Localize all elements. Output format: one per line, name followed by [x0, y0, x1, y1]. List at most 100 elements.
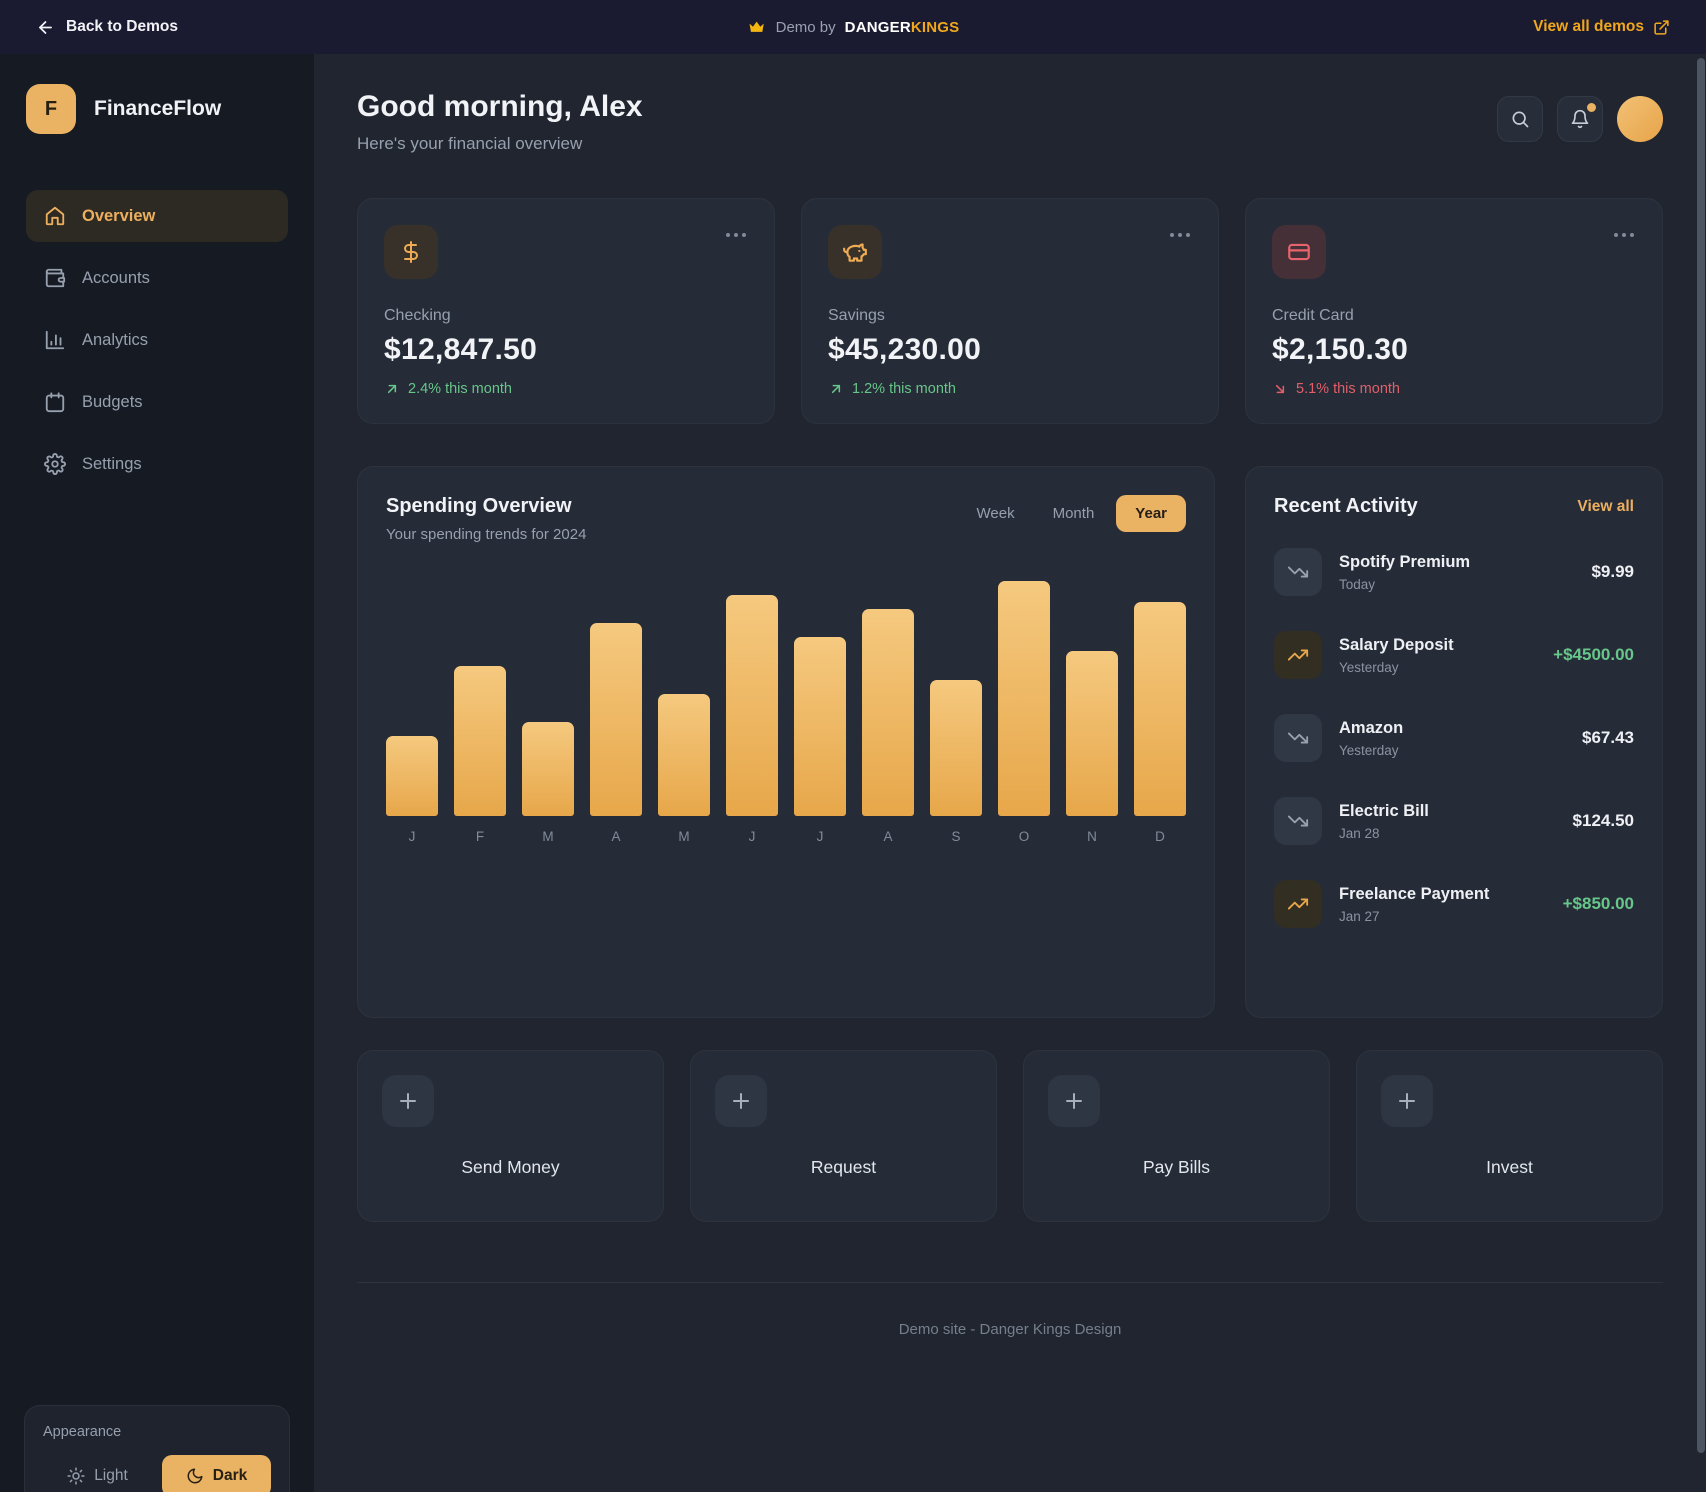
- chart-bar-label: J: [408, 829, 416, 844]
- chart-bar-column: N: [1066, 565, 1118, 845]
- chart-bar: [386, 736, 438, 816]
- credit-card-icon: [1272, 225, 1326, 279]
- transaction-name: Salary Deposit: [1339, 635, 1454, 654]
- activity-item[interactable]: Electric Bill Jan 28 $124.50: [1274, 797, 1634, 845]
- theme-dark-button[interactable]: Dark: [162, 1455, 271, 1492]
- theme-light-button[interactable]: Light: [43, 1455, 152, 1492]
- sidebar-item-overview[interactable]: Overview: [26, 190, 288, 242]
- card-menu-button[interactable]: [1168, 225, 1192, 245]
- chart-bar-label: A: [611, 829, 621, 844]
- chart-bar-label: D: [1155, 829, 1165, 844]
- search-button[interactable]: [1497, 96, 1543, 142]
- transaction-date: Today: [1339, 576, 1376, 592]
- sidebar-item-label: Settings: [82, 454, 142, 473]
- transaction-amount: $67.43: [1582, 728, 1634, 747]
- transaction-date: Yesterday: [1339, 742, 1399, 758]
- account-name: Credit Card: [1272, 307, 1354, 324]
- page-subtitle: Here's your financial overview: [357, 134, 583, 153]
- chart-title: Spending Overview: [386, 495, 572, 517]
- range-month-button[interactable]: Month: [1037, 495, 1111, 532]
- range-year-button[interactable]: Year: [1116, 495, 1186, 532]
- activity-item[interactable]: Freelance Payment Jan 27 +$850.00: [1274, 880, 1634, 928]
- transaction-name: Freelance Payment: [1339, 884, 1490, 903]
- chart-bar-column: J: [726, 565, 778, 845]
- brand-danger: DANGER: [844, 18, 911, 36]
- arrow-down-right-icon: [1272, 381, 1288, 397]
- transaction-trend-icon: [1274, 880, 1322, 928]
- transaction-trend-icon: [1274, 714, 1322, 762]
- back-to-demos-label: Back to Demos: [66, 18, 178, 35]
- back-to-demos-link[interactable]: Back to Demos: [36, 18, 178, 37]
- transaction-trend-icon: [1274, 548, 1322, 596]
- transaction-name: Spotify Premium: [1339, 552, 1471, 571]
- card-menu-button[interactable]: [724, 225, 748, 245]
- send-money-card[interactable]: Send Money: [357, 1050, 664, 1222]
- chart-bar: [794, 637, 846, 816]
- transaction-name: Amazon: [1339, 718, 1404, 737]
- transaction-trend-icon: [1274, 631, 1322, 679]
- transaction-amount: +$850.00: [1562, 894, 1634, 913]
- brand-kings: KINGS: [910, 18, 960, 36]
- trending-down-icon: [1287, 810, 1309, 832]
- chart-subtitle: Your spending trends for 2024: [386, 526, 587, 543]
- sidebar-item-label: Accounts: [82, 268, 150, 287]
- plus-icon: [1381, 1075, 1433, 1127]
- trending-down-icon: [1287, 561, 1309, 583]
- bell-icon: [1570, 109, 1590, 129]
- scrollbar[interactable]: [1696, 54, 1706, 1492]
- chart-bar-column: D: [1134, 565, 1186, 845]
- range-week-button[interactable]: Week: [961, 495, 1031, 532]
- app-logo: F: [26, 84, 76, 134]
- arrow-up-right-icon: [384, 381, 400, 397]
- footer-text: Demo site - Danger Kings Design: [898, 1321, 1122, 1338]
- sidebar-item-label: Analytics: [82, 330, 149, 349]
- transaction-date: Yesterday: [1339, 659, 1399, 675]
- scrollbar-thumb[interactable]: [1697, 58, 1705, 1453]
- chart-bar-column: M: [522, 565, 574, 845]
- sidebar-item-settings[interactable]: Settings: [26, 438, 288, 490]
- chart-bar-column: J: [794, 565, 846, 845]
- activity-item[interactable]: Amazon Yesterday $67.43: [1274, 714, 1634, 762]
- chart-bar-column: J: [386, 565, 438, 845]
- notification-dot: [1587, 103, 1596, 112]
- chart-bar-column: A: [862, 565, 914, 845]
- request-card[interactable]: Request: [690, 1050, 997, 1222]
- appearance-title: Appearance: [43, 1424, 122, 1440]
- transaction-amount: +$4500.00: [1553, 645, 1634, 664]
- action-label: Request: [810, 1157, 877, 1177]
- chart-bar-label: O: [1018, 829, 1030, 844]
- external-link-icon: [1653, 19, 1670, 36]
- trending-down-icon: [1287, 727, 1309, 749]
- transaction-name: Electric Bill: [1339, 801, 1429, 820]
- pay-bills-card[interactable]: Pay Bills: [1023, 1050, 1330, 1222]
- account-balance: $45,230.00: [828, 333, 982, 366]
- notifications-button[interactable]: [1557, 96, 1603, 142]
- theme-dark-label: Dark: [212, 1467, 248, 1484]
- view-all-demos-link[interactable]: View all demos: [1533, 18, 1670, 36]
- activity-item[interactable]: Salary Deposit Yesterday +$4500.00: [1274, 631, 1634, 679]
- demo-brand: Demo by DANGER KINGS: [747, 18, 960, 36]
- avatar[interactable]: [1617, 96, 1663, 142]
- transaction-amount: $124.50: [1572, 811, 1634, 830]
- chart-bar-column: O: [998, 565, 1050, 845]
- sidebar-nav: Overview Accounts Analytics Budgets: [0, 160, 314, 520]
- crown-icon: [747, 18, 767, 36]
- activity-item[interactable]: Spotify Premium Today $9.99: [1274, 548, 1634, 596]
- chart-bar: [590, 623, 642, 816]
- sidebar-item-accounts[interactable]: Accounts: [26, 252, 288, 304]
- card-menu-button[interactable]: [1612, 225, 1636, 245]
- sidebar-item-label: Overview: [82, 206, 156, 225]
- invest-card[interactable]: Invest: [1356, 1050, 1663, 1222]
- demo-by-label: Demo by: [775, 18, 836, 36]
- quick-actions-row: Send Money Request Pay Bills Invest: [357, 1050, 1663, 1222]
- main-content: Good morning, Alex Here's your financial…: [315, 54, 1706, 1492]
- sidebar-item-budgets[interactable]: Budgets: [26, 376, 288, 428]
- plus-icon: [382, 1075, 434, 1127]
- recent-activity-card: Recent Activity View all Spotify Premium…: [1245, 466, 1663, 1018]
- app-logo-row: F FinanceFlow: [0, 54, 314, 160]
- sidebar-item-analytics[interactable]: Analytics: [26, 314, 288, 366]
- view-all-activity-link[interactable]: View all: [1577, 497, 1634, 515]
- account-name: Checking: [384, 307, 451, 324]
- theme-light-label: Light: [94, 1467, 128, 1484]
